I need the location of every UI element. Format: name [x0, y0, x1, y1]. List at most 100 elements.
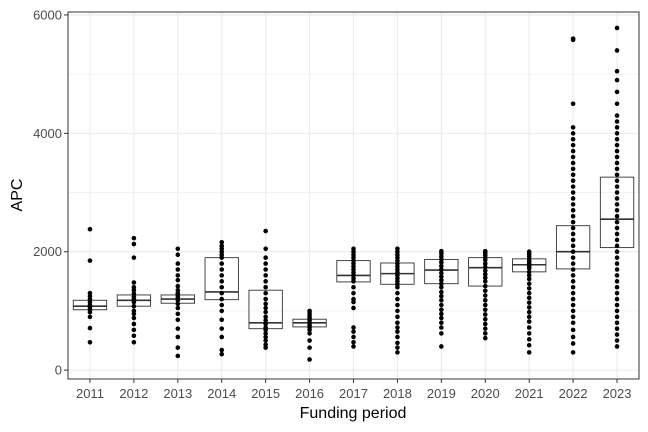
data-point-2019: [439, 270, 444, 276]
data-point-2021: [526, 325, 532, 330]
data-point-2018: [395, 325, 400, 330]
data-point-2018: [395, 302, 400, 308]
data-point-2020: [482, 283, 488, 289]
data-point-2020: [482, 335, 488, 341]
data-point-2018: [395, 314, 400, 320]
data-point-2019: [439, 248, 444, 254]
data-point-2022: [570, 296, 576, 302]
data-point-2014: [219, 334, 225, 340]
data-point-2014: [219, 267, 225, 272]
data-point-2013: [175, 311, 181, 317]
data-point-2015: [263, 296, 268, 302]
data-point-2015: [263, 267, 268, 272]
data-point-2012: [131, 340, 137, 345]
data-point-2013: [175, 246, 181, 252]
data-point-2013: [175, 277, 181, 283]
data-point-2023: [614, 231, 620, 237]
data-point-2019: [439, 331, 444, 336]
data-point-2017: [351, 290, 356, 296]
data-point-2014: [219, 296, 225, 302]
data-point-2023: [614, 190, 620, 195]
data-point-2021: [526, 286, 532, 291]
data-point-2014: [219, 279, 225, 284]
data-point-2019: [439, 325, 444, 330]
data-point-2022: [570, 341, 576, 346]
data-point-2013: [175, 317, 181, 323]
x-tick-label: 2011: [76, 386, 104, 401]
data-point-2022: [570, 219, 576, 225]
data-point-2023: [614, 320, 620, 326]
data-point-2022: [570, 255, 576, 260]
data-point-2015: [263, 246, 268, 252]
x-tick-label: 2021: [515, 386, 544, 401]
data-point-2011: [87, 290, 93, 296]
data-point-2023: [614, 160, 620, 166]
data-point-2020: [482, 297, 488, 303]
data-point-2019: [439, 302, 444, 308]
data-point-2019: [439, 281, 444, 286]
data-point-2023: [614, 178, 620, 184]
data-point-2020: [482, 326, 488, 331]
data-point-2023: [614, 136, 620, 142]
data-point-2021: [526, 305, 532, 310]
data-point-2022: [570, 231, 576, 237]
data-point-2015: [263, 228, 268, 234]
data-point-2012: [131, 308, 137, 314]
data-point-2023: [614, 207, 620, 213]
data-point-2019: [439, 344, 444, 349]
data-point-2014: [219, 308, 225, 314]
data-point-2023: [614, 68, 620, 74]
data-point-2022: [570, 125, 576, 130]
data-point-2019: [439, 311, 444, 317]
data-point-2023: [614, 225, 620, 231]
data-point-2014: [219, 347, 225, 353]
data-point-2015: [263, 305, 268, 311]
data-point-2020: [482, 268, 488, 273]
data-point-2023: [614, 219, 620, 225]
data-point-2013: [175, 283, 181, 289]
data-point-2012: [131, 291, 137, 297]
data-point-2015: [263, 301, 268, 307]
data-point-2023: [614, 290, 620, 296]
data-point-2020: [482, 271, 488, 277]
data-point-2022: [570, 101, 576, 107]
data-point-2021: [526, 309, 532, 315]
data-point-2018: [395, 334, 400, 340]
data-point-2023: [614, 119, 620, 124]
data-point-2022: [570, 160, 576, 166]
data-point-2013: [175, 261, 181, 266]
data-point-2012: [131, 255, 137, 260]
y-tick-label: 2000: [33, 244, 62, 259]
x-tick-label: 2022: [559, 386, 588, 401]
data-point-2023: [614, 237, 620, 243]
data-point-2019: [439, 267, 444, 272]
data-point-2020: [482, 288, 488, 294]
data-point-2023: [614, 243, 620, 249]
data-point-2019: [439, 274, 444, 279]
data-point-2023: [614, 213, 620, 219]
data-point-2017: [351, 296, 356, 302]
data-point-2016: [307, 338, 312, 343]
data-point-2021: [526, 249, 532, 255]
data-point-2013: [175, 345, 181, 350]
data-point-2015: [263, 331, 268, 336]
data-point-2013: [175, 287, 181, 293]
data-point-2020: [482, 279, 488, 284]
data-point-2013: [175, 252, 181, 257]
data-point-2021: [526, 331, 532, 336]
data-point-2023: [614, 284, 620, 290]
data-point-2022: [570, 190, 576, 195]
x-tick-label: 2018: [383, 386, 412, 401]
data-point-2023: [614, 279, 620, 284]
x-axis-title: Funding period: [300, 405, 407, 422]
data-point-2023: [614, 302, 620, 308]
data-point-2015: [263, 279, 268, 284]
data-point-2016: [307, 357, 312, 362]
data-point-2021: [526, 300, 532, 305]
data-point-2022: [570, 196, 576, 201]
data-point-2023: [614, 125, 620, 130]
data-point-2012: [131, 321, 137, 327]
data-point-2014: [219, 326, 225, 331]
data-point-2022: [570, 273, 576, 278]
data-point-2022: [570, 314, 576, 320]
